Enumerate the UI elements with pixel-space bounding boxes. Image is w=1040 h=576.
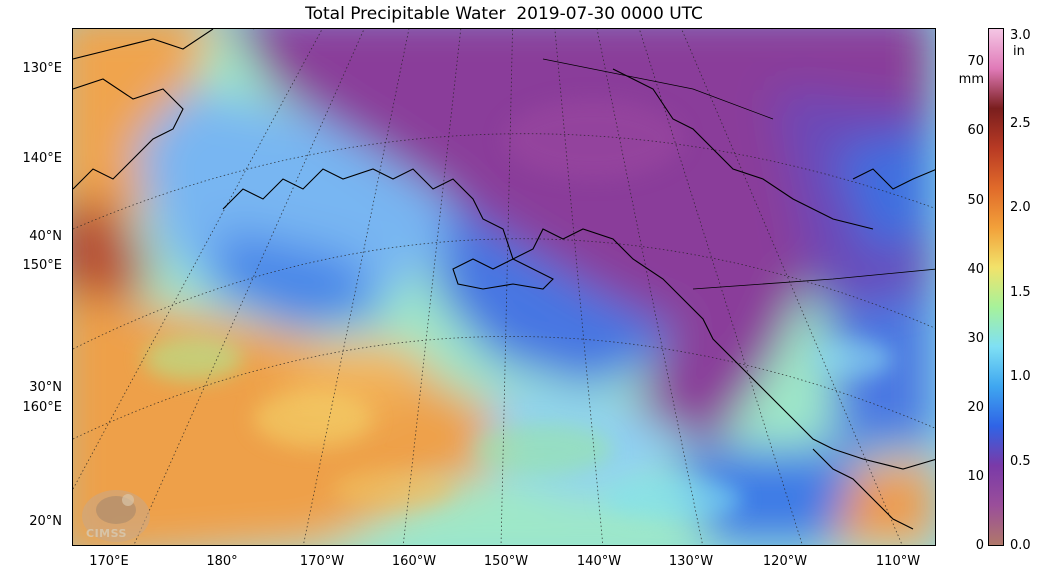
cimss-logo: [82, 490, 150, 542]
bottom-label-170e: 170°E: [89, 554, 129, 569]
bottom-label-160w: 160°W: [391, 554, 437, 569]
cbar-mm-30: 30: [967, 331, 984, 346]
cbar-in-3.0: 3.0: [1010, 28, 1031, 43]
cbar-mm-0: 0: [975, 538, 984, 553]
cbar-mm-50: 50: [967, 193, 984, 208]
left-label-140e: 140°E: [22, 151, 62, 166]
moisture-texture: [143, 99, 893, 521]
left-label-30n: 30°N: [29, 380, 62, 395]
coastlines: [73, 29, 935, 530]
cbar-in-0.0: 0.0: [1010, 538, 1031, 553]
graticule: [73, 29, 935, 545]
cimss-logo-text: CIMSS: [86, 527, 127, 540]
bottom-label-120w: 120°W: [762, 554, 808, 569]
precipitable-water-map: [72, 28, 936, 546]
cbar-mm-40: 40: [967, 262, 984, 277]
bottom-label-150w: 150°W: [483, 554, 529, 569]
cbar-in-0.5: 0.5: [1010, 454, 1031, 469]
cbar-mm-10: 10: [967, 469, 984, 484]
bottom-label-130w: 130°W: [668, 554, 714, 569]
cbar-in-1.5: 1.5: [1010, 285, 1031, 300]
cbar-in-2.5: 2.5: [1010, 116, 1031, 131]
cbar-mm-70: 70: [967, 54, 984, 69]
left-label-160e: 160°E: [22, 400, 62, 415]
cbar-mm-20: 20: [967, 400, 984, 415]
cbar-mm-60: 60: [967, 123, 984, 138]
cbar-in-2.0: 2.0: [1010, 200, 1031, 215]
bottom-label-110w: 110°W: [875, 554, 921, 569]
cbar-in-unit: in: [1013, 44, 1025, 59]
left-label-20n: 20°N: [29, 514, 62, 529]
bottom-label-140w: 140°W: [576, 554, 622, 569]
cbar-mm-unit: mm: [958, 72, 984, 87]
borders: [542, 58, 935, 290]
bottom-label-180: 180°: [206, 554, 238, 569]
left-label-130e: 130°E: [22, 61, 62, 76]
colorbar: [988, 28, 1004, 546]
left-label-150e: 150°E: [22, 258, 62, 273]
bottom-label-170w: 170°W: [299, 554, 345, 569]
cbar-in-1.0: 1.0: [1010, 369, 1031, 384]
moisture-field: [73, 29, 935, 545]
left-label-40n: 40°N: [29, 229, 62, 244]
map-title: Total Precipitable Water 2019-07-30 0000…: [305, 4, 703, 24]
